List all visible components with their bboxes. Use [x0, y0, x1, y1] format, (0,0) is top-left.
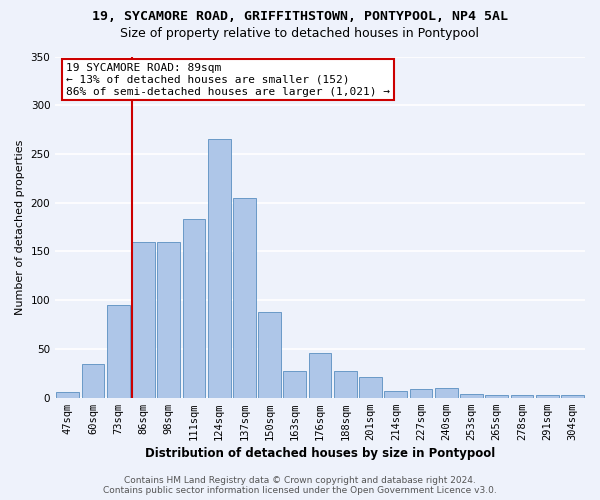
Bar [82, 364, 104, 398]
Bar [359, 377, 382, 398]
Bar [157, 242, 180, 398]
Bar [107, 305, 130, 398]
Bar [460, 394, 483, 398]
Bar [485, 395, 508, 398]
Bar [283, 372, 306, 398]
Bar [258, 312, 281, 398]
Bar [208, 140, 230, 398]
Bar [536, 395, 559, 398]
Text: 19 SYCAMORE ROAD: 89sqm
← 13% of detached houses are smaller (152)
86% of semi-d: 19 SYCAMORE ROAD: 89sqm ← 13% of detache… [66, 64, 390, 96]
Text: 19, SYCAMORE ROAD, GRIFFITHSTOWN, PONTYPOOL, NP4 5AL: 19, SYCAMORE ROAD, GRIFFITHSTOWN, PONTYP… [92, 10, 508, 23]
Bar [561, 395, 584, 398]
Bar [385, 391, 407, 398]
Bar [132, 242, 155, 398]
Bar [435, 388, 458, 398]
Bar [233, 198, 256, 398]
Y-axis label: Number of detached properties: Number of detached properties [15, 140, 25, 315]
X-axis label: Distribution of detached houses by size in Pontypool: Distribution of detached houses by size … [145, 447, 495, 460]
Text: Size of property relative to detached houses in Pontypool: Size of property relative to detached ho… [121, 28, 479, 40]
Bar [56, 392, 79, 398]
Bar [309, 353, 331, 398]
Bar [511, 395, 533, 398]
Text: Contains HM Land Registry data © Crown copyright and database right 2024.
Contai: Contains HM Land Registry data © Crown c… [103, 476, 497, 495]
Bar [410, 389, 433, 398]
Bar [182, 220, 205, 398]
Bar [334, 372, 356, 398]
